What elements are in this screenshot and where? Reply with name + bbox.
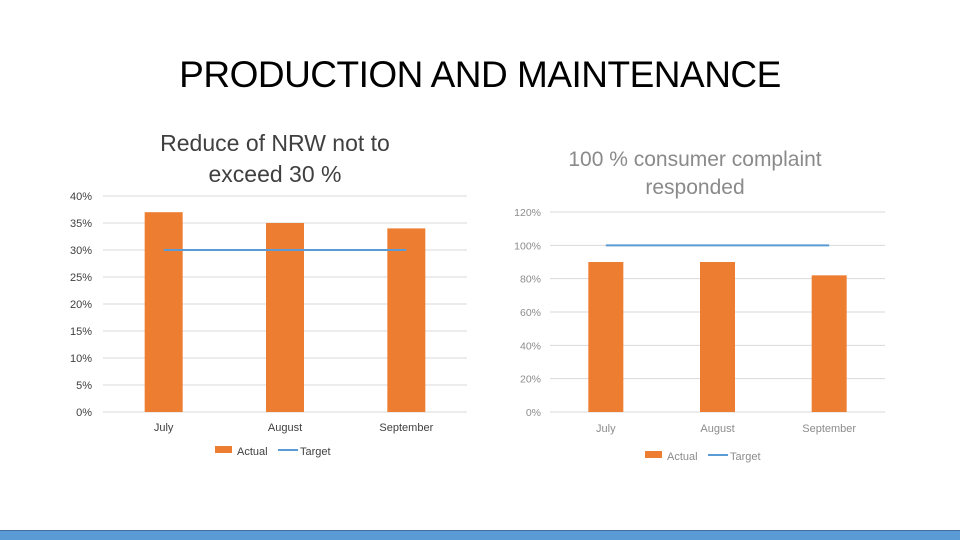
y-tick-label: 35%	[70, 218, 92, 230]
chart-title-line: responded	[645, 176, 745, 200]
y-tick-label: 25%	[70, 272, 92, 284]
legend-label-actual: Actual	[667, 451, 698, 463]
y-tick-label: 40%	[520, 340, 541, 352]
y-tick-label: 5%	[76, 380, 92, 392]
y-tick-label: 10%	[70, 353, 92, 365]
x-category-label: August	[268, 422, 302, 434]
y-tick-label: 40%	[70, 191, 92, 203]
x-category-label: September	[379, 422, 433, 434]
bar-actual	[588, 262, 624, 412]
legend-label-target: Target	[300, 446, 331, 458]
chart-title-complaints: 100 % consumer complaint responded	[540, 146, 850, 203]
bar-actual	[387, 228, 426, 412]
footer-bar	[0, 530, 960, 540]
x-category-label: July	[596, 423, 616, 435]
y-tick-label: 0%	[526, 407, 541, 419]
bar-actual	[144, 212, 183, 412]
legend-label-actual: Actual	[237, 446, 268, 458]
chart-title-nrw: Reduce of NRW not to exceed 30 %	[110, 128, 440, 190]
x-category-label: July	[154, 422, 174, 434]
y-tick-label: 20%	[70, 299, 92, 311]
chart-title-line: exceed 30 %	[208, 161, 342, 188]
y-tick-label: 120%	[514, 207, 541, 219]
y-tick-label: 80%	[520, 274, 541, 286]
y-tick-label: 0%	[76, 407, 92, 419]
y-tick-label: 60%	[520, 307, 541, 319]
y-tick-label: 15%	[70, 326, 92, 338]
legend-swatch-actual	[215, 446, 232, 453]
chart-title-line: Reduce of NRW not to	[160, 130, 390, 156]
bar-actual	[700, 262, 735, 412]
legend-label-target: Target	[730, 451, 761, 463]
chart-title-line: 100 % consumer complaint	[568, 148, 822, 171]
y-tick-label: 30%	[70, 245, 92, 257]
y-tick-label: 100%	[514, 240, 541, 252]
legend-swatch-actual	[645, 451, 662, 458]
bar-actual	[266, 223, 304, 412]
y-tick-label: 20%	[520, 374, 541, 386]
page-title: PRODUCTION AND MAINTENANCE	[179, 54, 781, 95]
x-category-label: August	[700, 423, 734, 435]
x-category-label: September	[802, 423, 856, 435]
bar-actual	[811, 275, 847, 412]
